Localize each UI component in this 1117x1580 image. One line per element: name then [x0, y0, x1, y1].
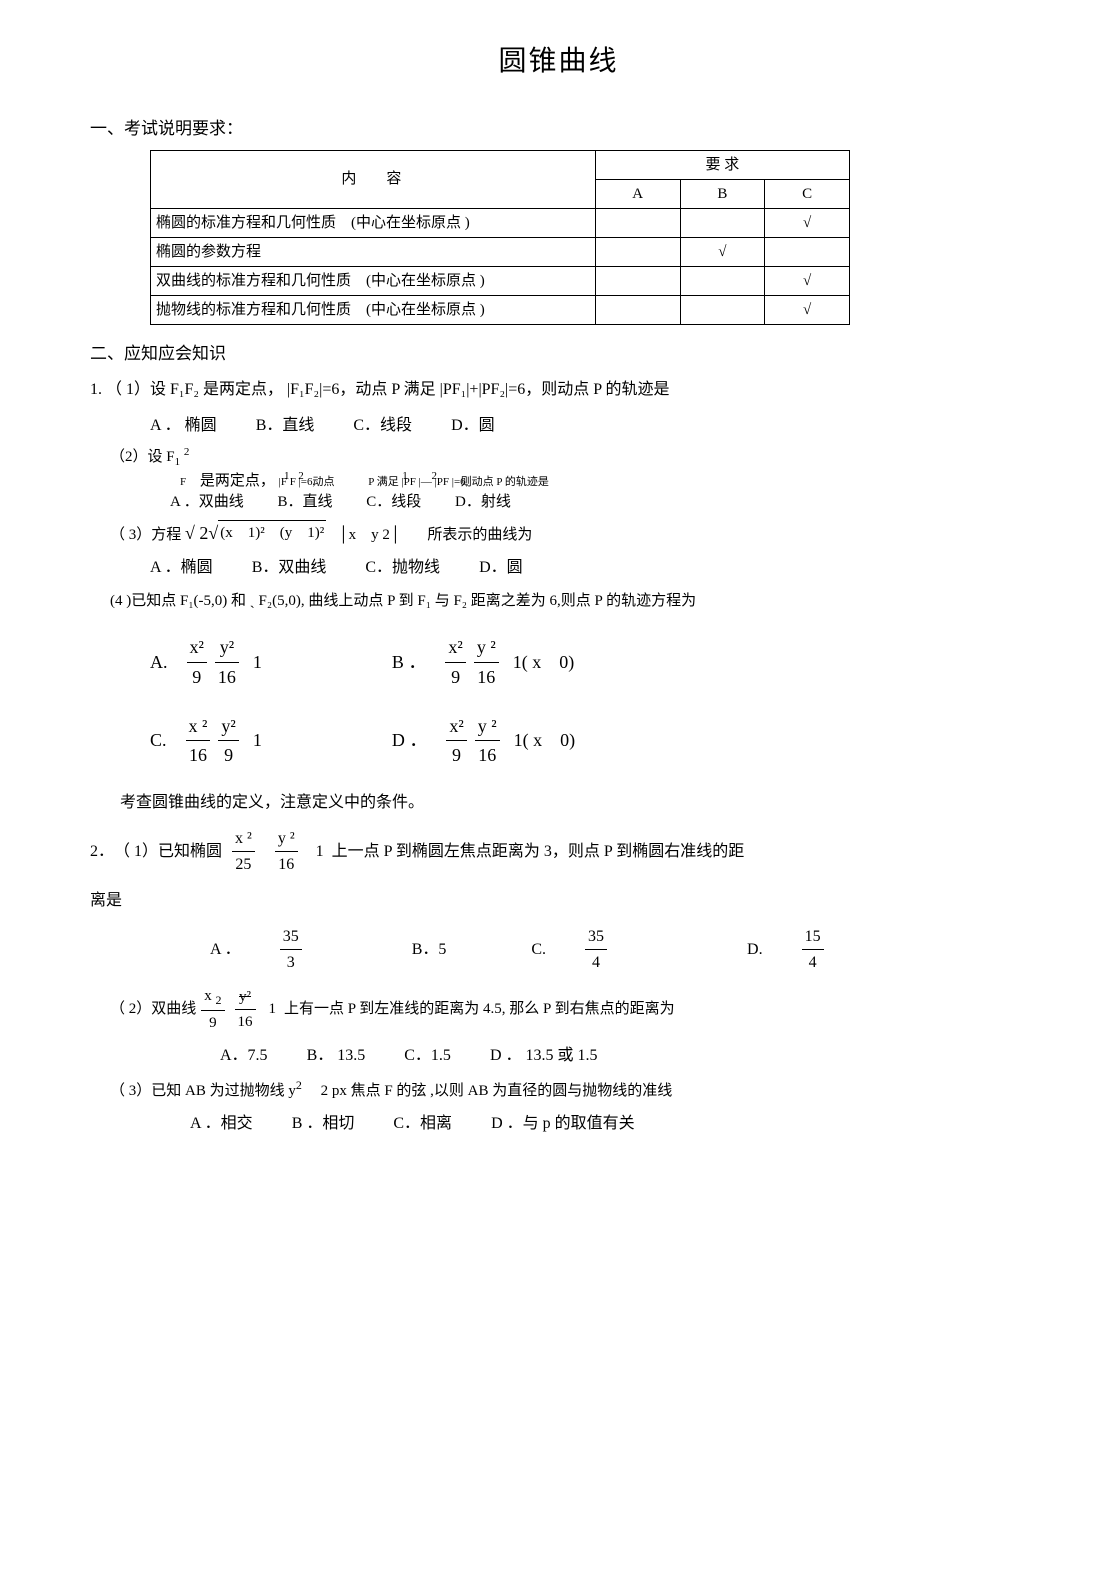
cell-content: 椭圆的标准方程和几何性质 (中心在坐标原点 ): [151, 208, 596, 237]
cell-b: [680, 266, 765, 295]
eq-d: D ． x²9 y ²16 1( x 0): [392, 712, 575, 771]
table-row: 抛物线的标准方程和几何性质 (中心在坐标原点 ) √: [151, 295, 850, 324]
eq-c: C. x ²16 y²9 1: [150, 712, 262, 771]
opt-a-label: A ．: [210, 937, 241, 963]
q1-note: 考查圆锥曲线的定义，注意定义中的条件。: [120, 790, 1027, 816]
opt-c-label: C.: [531, 937, 546, 963]
q1-3-suffix: 所表示的曲线为: [412, 527, 532, 543]
cell-content: 双曲线的标准方程和几何性质 (中心在坐标原点 ): [151, 266, 596, 295]
cell-b: √: [680, 237, 765, 266]
q2-3-text: 2 px 焦点 F 的弦 ,以则 AB 为直径的圆与抛物线的准线: [306, 1083, 673, 1099]
opt-d: D ． 13.5 或 1.5: [490, 1047, 598, 1064]
q2-1-options: A ． 353 B．5 C. 354 D. 154: [210, 924, 1027, 976]
q1-2-text3: 则动点 P 的轨迹是: [461, 476, 549, 488]
opt-b: B ．相切: [292, 1115, 355, 1132]
opt-b: B． 13.5: [307, 1047, 366, 1064]
opt-c: C．相离: [393, 1115, 452, 1132]
sup2: 2: [298, 470, 304, 482]
eq-a: A. x²9 y²16 1: [150, 633, 262, 692]
opt-a: A ．椭圆: [150, 559, 213, 576]
q1-1-options: A ． 椭圆 B．直线 C．线段 D．圆: [150, 413, 1027, 439]
sub2: 2: [184, 446, 190, 458]
cell-b: [680, 295, 765, 324]
q1-3: （ 3）方程 √ 2 √(x 1)² (y 1)² │x y 2│ 所表示的曲线…: [110, 519, 1027, 548]
opt-a: A ．相交: [190, 1115, 253, 1132]
opt-b: B．5: [412, 937, 447, 963]
opt-d: D．圆: [479, 559, 523, 576]
cell-content: 抛物线的标准方程和几何性质 (中心在坐标原点 ): [151, 295, 596, 324]
cell-b: [680, 208, 765, 237]
q2-1-prefix: （ 1）已知椭圆: [114, 839, 222, 865]
opt-a: A ．双曲线: [170, 494, 244, 510]
q1-4-text: (4 )已知点 F₁(-5,0) 和 ˎ F₂(5,0), 曲线上动点 P 到 …: [110, 589, 1027, 613]
opt-d: D ．与 p 的取值有关: [491, 1115, 635, 1132]
eq-b: B ． x²9 y ²16 1( x 0): [392, 633, 574, 692]
cell-c: √: [765, 266, 850, 295]
q2-1-text: 上一点 P 到椭圆左焦点距离为 3，则点 P 到椭圆右准线的距: [332, 839, 745, 865]
q1-2-text1: 是两定点，: [200, 473, 279, 489]
cell-c: [765, 237, 850, 266]
q1: 1. （ 1）设 F₁F₂ 是两定点， |F₁F₂|=6，动点 P 满足 |PF…: [90, 377, 1027, 403]
th-req: 要 求: [595, 150, 849, 179]
q1-4-equations: A. x²9 y²16 1 B ． x²9 y ²16 1( x 0) C. x…: [150, 633, 1027, 770]
table-row: 椭圆的参数方程 √: [151, 237, 850, 266]
opt-c: C．线段: [353, 417, 412, 434]
th-a: A: [595, 179, 680, 208]
table-row: 双曲线的标准方程和几何性质 (中心在坐标原点 ) √: [151, 266, 850, 295]
q1-2-text2: P 满足 |PF |― |PF |=6,: [368, 476, 468, 488]
q2-3-prefix: （ 3）已知 AB 为过抛物线 y: [110, 1083, 296, 1099]
q1-3-prefix: （ 3）方程: [110, 527, 185, 543]
page-title: 圆锥曲线: [90, 40, 1027, 85]
cell-a: [595, 266, 680, 295]
section2-header: 二、应知应会知识: [90, 340, 1027, 367]
requirements-table: 内 容 要 求 A B C 椭圆的标准方程和几何性质 (中心在坐标原点 ) √ …: [150, 150, 850, 325]
cell-c: √: [765, 295, 850, 324]
opt-b: B．双曲线: [252, 559, 327, 576]
th-content: 内 容: [151, 150, 596, 208]
q2-2-options: A．7.5 B． 13.5 C．1.5 D ． 13.5 或 1.5: [220, 1043, 1027, 1069]
cell-a: [595, 208, 680, 237]
q2-3-options: A ．相交 B ．相切 C．相离 D ．与 p 的取值有关: [190, 1111, 1027, 1137]
q2-2-text: 上有一点 P 到左准线的距离为 4.5, 那么 P 到右焦点的距离为: [284, 997, 675, 1021]
sqrt-expr: √ 2 √(x 1)² (y 1)²: [185, 519, 326, 548]
opt-b: B．直线: [256, 417, 315, 434]
cell-c: √: [765, 208, 850, 237]
section1-header: 一、考试说明要求：: [90, 115, 1027, 142]
opt-d-label: D.: [747, 937, 763, 963]
q1-2: （2）设 F1 2 F 是两定点， |F F |=6, 1 2 动点 P 满足 …: [110, 446, 1027, 510]
opt-c: C．1.5: [404, 1047, 451, 1064]
opt-b: B．直线: [278, 494, 333, 510]
cell-a: [595, 237, 680, 266]
q2-2: （ 2）双曲线 x 2 9 y² 16 1 上有一点 P 到左准线的距离为 4.…: [110, 984, 1027, 1035]
opt-c: C．线段: [366, 494, 421, 510]
dongdian: 动点: [312, 476, 334, 488]
q1-num: 1.: [90, 381, 102, 398]
q2-num: 2．: [90, 839, 114, 865]
cell-content: 椭圆的参数方程: [151, 237, 596, 266]
opt-d: D．圆: [451, 417, 495, 434]
q2-2-prefix: （ 2）双曲线: [110, 997, 196, 1021]
table-row: 椭圆的标准方程和几何性质 (中心在坐标原点 ) √: [151, 208, 850, 237]
q2-1: 2． （ 1）已知椭圆 x ²25 y ²16 1 上一点 P 到椭圆左焦点距离…: [90, 826, 1027, 878]
psup1: 1: [402, 470, 408, 482]
q1-1-text: （ 1）设 F₁F₂ 是两定点， |F₁F₂|=6，动点 P 满足 |PF₁|+…: [106, 381, 670, 398]
th-c: C: [765, 179, 850, 208]
opt-a: A ． 椭圆: [150, 417, 217, 434]
th-b: B: [680, 179, 765, 208]
cell-a: [595, 295, 680, 324]
opt-d: D．射线: [455, 494, 511, 510]
opt-c: C．抛物线: [365, 559, 440, 576]
q2-3: （ 3）已知 AB 为过抛物线 y2 2 px 焦点 F 的弦 ,以则 AB 为…: [110, 1076, 1027, 1103]
q1-3-options: A ．椭圆 B．双曲线 C．抛物线 D．圆: [150, 555, 1027, 581]
subF: F: [180, 476, 186, 488]
opt-a: A．7.5: [220, 1047, 268, 1064]
abs-bars: │x y 2│: [338, 527, 401, 543]
q2-1-cont: 离是: [90, 888, 1027, 914]
sup1: 1: [284, 470, 290, 482]
sub1: 1: [175, 456, 181, 468]
q1-2-prefix: （2）设 F: [110, 449, 175, 465]
psup2: 2: [431, 470, 437, 482]
